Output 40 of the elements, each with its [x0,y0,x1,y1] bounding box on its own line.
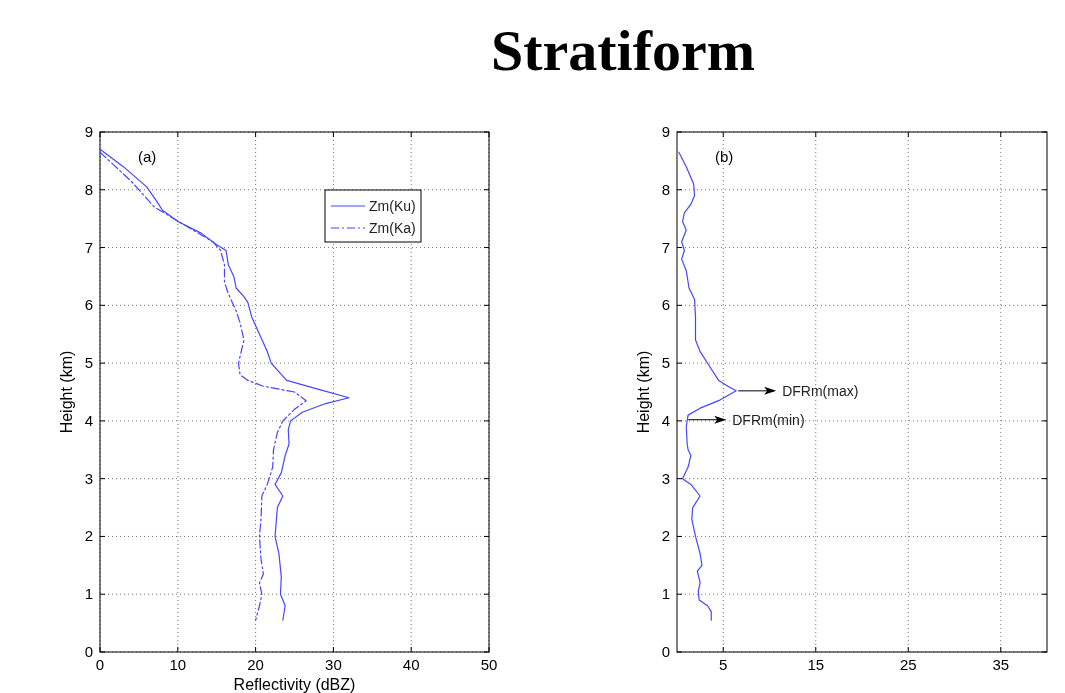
text: Stratiform [490,18,756,83]
y-tick-label: 6 [84,296,93,314]
y-tick-label: 2 [84,527,93,545]
y-tick-label: 1 [84,585,93,603]
x-tick-label: 50 [480,656,498,673]
x-tick-label: 0 [95,656,105,673]
y-tick-label: 5 [661,354,670,372]
x-tick-label: 20 [247,656,264,673]
legend-label: Zm(Ku) [369,198,416,214]
y-tick-label: 7 [84,238,93,256]
x-tick-label: 15 [807,656,825,673]
y-tick-label: 4 [84,411,93,429]
annotation: (b) [715,148,734,165]
y-tick-label: 4 [661,411,670,429]
y-tick-label: 9 [661,123,670,140]
x-axis-title: Reflectivity (dBZ) [233,676,356,693]
y-tick-label: 1 [661,585,670,603]
y-tick-label: 8 [661,180,670,198]
x-tick-label: 30 [325,656,342,673]
y-tick-label: 3 [661,469,670,487]
x-tick-label: 25 [899,656,917,673]
y-axis-title: Height (km) [58,350,75,434]
x-tick-label: 5 [719,656,728,673]
y-tick-label: 2 [661,527,670,545]
x-tick-label: 10 [169,656,187,673]
y-tick-label: 0 [661,643,670,660]
y-tick-label: 8 [84,180,93,198]
y-tick-label: 3 [84,469,93,487]
y-tick-label: 0 [84,643,93,660]
legend-label: Zm(Ka) [369,220,416,236]
y-axis-title: Height (km) [635,350,652,434]
y-tick-label: 5 [84,354,93,372]
annotation: DFRm(max) [782,382,859,399]
y-tick-label: 9 [84,123,93,140]
y-tick-label: 7 [661,238,670,256]
x-tick-label: 40 [402,656,420,673]
annotation: (a) [138,148,157,165]
y-tick-label: 6 [661,296,670,314]
annotation: DFRm(min) [732,411,805,428]
x-tick-label: 35 [992,656,1010,673]
